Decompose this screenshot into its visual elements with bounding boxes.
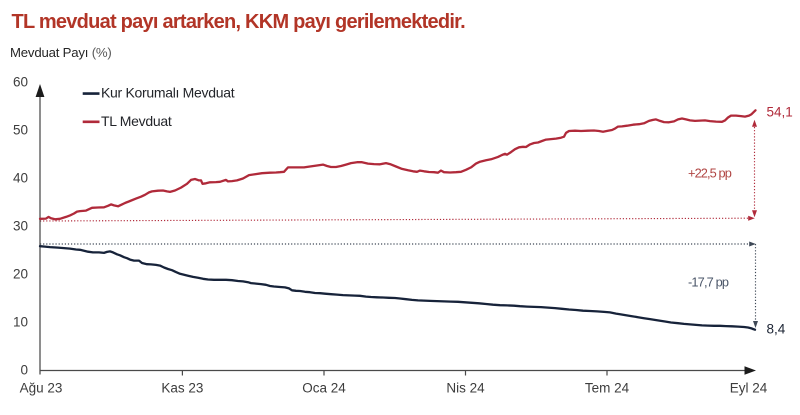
svg-text:50: 50 xyxy=(13,123,28,138)
svg-text:8,4: 8,4 xyxy=(767,322,786,337)
svg-text:60: 60 xyxy=(13,75,28,90)
svg-text:TL mevduat payı artarken, KKM: TL mevduat payı artarken, KKM payı geril… xyxy=(12,11,466,33)
svg-text:40: 40 xyxy=(13,171,28,186)
svg-text:54,1: 54,1 xyxy=(767,105,793,120)
svg-text:Tem 24: Tem 24 xyxy=(585,381,630,396)
svg-text:Eyl 24: Eyl 24 xyxy=(730,381,768,396)
svg-text:Kur Korumalı Mevduat: Kur Korumalı Mevduat xyxy=(101,85,235,101)
svg-text:30: 30 xyxy=(13,219,28,234)
svg-text:Oca 24: Oca 24 xyxy=(302,381,346,396)
svg-text:20: 20 xyxy=(13,267,28,282)
svg-text:Mevduat Payı (%): Mevduat Payı (%) xyxy=(10,45,112,60)
svg-text:Ağu 23: Ağu 23 xyxy=(20,381,63,396)
svg-text:10: 10 xyxy=(13,315,28,330)
svg-text:0: 0 xyxy=(20,363,28,378)
svg-text:Kas 23: Kas 23 xyxy=(161,381,203,396)
svg-text:+22,5 pp: +22,5 pp xyxy=(688,165,732,180)
svg-text:-17,7 pp: -17,7 pp xyxy=(688,274,729,289)
svg-text:Nis 24: Nis 24 xyxy=(446,381,485,396)
svg-text:TL Mevduat: TL Mevduat xyxy=(101,113,172,129)
